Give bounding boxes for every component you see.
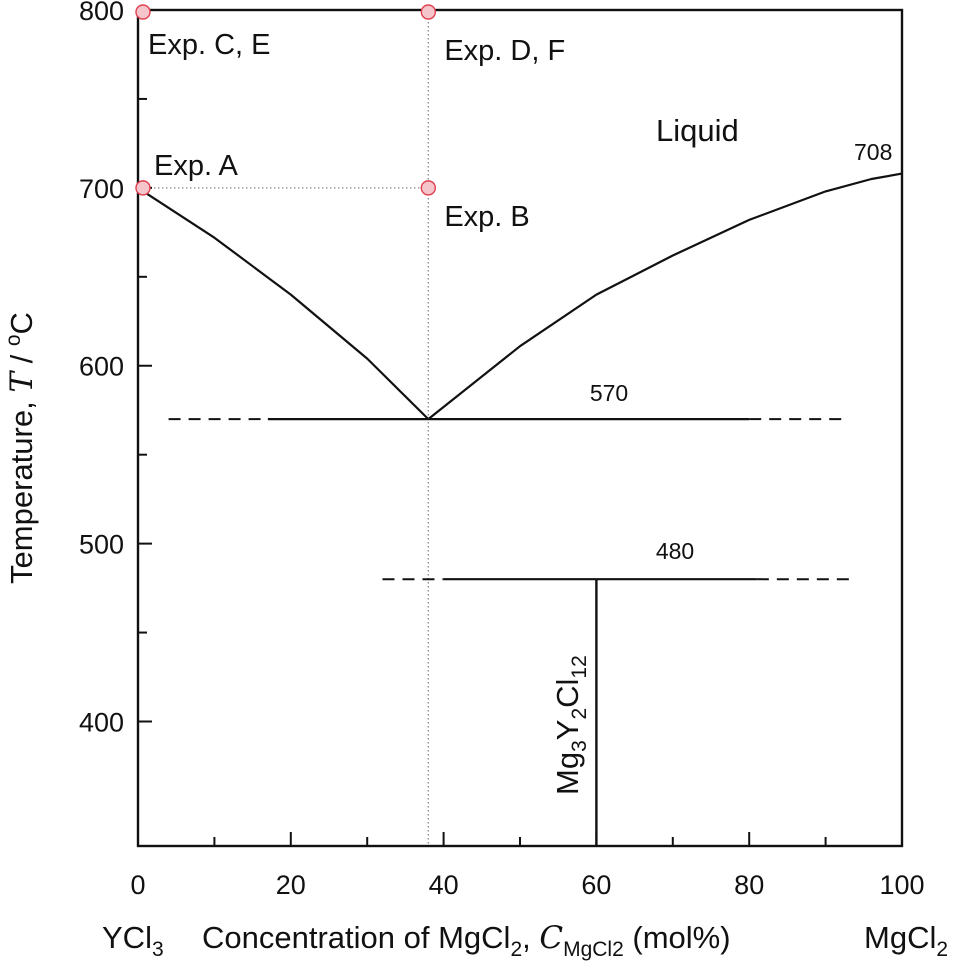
- y-axis-label-degree: o: [2, 334, 25, 346]
- x-right-end-text: MgCl: [864, 920, 936, 955]
- compound-subscript: 3: [568, 740, 591, 752]
- experiment-label: Exp. D, F: [444, 35, 565, 67]
- experiment-label: Exp. A: [154, 150, 238, 182]
- x-left-end-sub: 3: [152, 938, 164, 961]
- compound-element: Mg: [550, 752, 585, 795]
- x-tick-label: 60: [581, 870, 611, 900]
- x-axis-label-sub: 2: [510, 938, 522, 961]
- x-axis-label-units: (mol%): [624, 920, 731, 955]
- y-axis-label-main: Temperature,: [4, 393, 39, 584]
- compound-element: Y: [550, 720, 585, 741]
- melting-point-label: 708: [854, 139, 892, 165]
- y-tick-label: 600: [79, 352, 124, 382]
- x-axis-right-end-label: MgCl2: [864, 920, 948, 961]
- liquidus-right-curve: [427, 172, 903, 420]
- compound-subscript: 2: [568, 708, 591, 720]
- experiment-marker: [420, 180, 437, 196]
- compound-element: Cl: [550, 679, 585, 708]
- chart-labels: 0 20 40 60 80 100 400 500 600 700 800 Exp. A Exp. B E…: [2, 0, 948, 961]
- experiment-marker: [420, 4, 437, 20]
- x-axis-label-sep: ,: [522, 920, 539, 955]
- peritectic-temp-label: 480: [656, 538, 694, 564]
- x-right-end-sub: 2: [936, 938, 948, 961]
- y-tick-label: 700: [79, 174, 124, 204]
- x-tick-label: 100: [879, 870, 924, 900]
- y-axis-label-symbol: T: [4, 370, 40, 393]
- y-axis-label: Temperature, T / oC: [2, 312, 40, 584]
- region-label-liquid: Liquid: [656, 113, 739, 148]
- y-tick-label: 800: [79, 0, 124, 26]
- x-axis-label-symbol-sub: MgCl2: [563, 938, 624, 961]
- compound-label: Mg3​Y2​Cl12​: [550, 655, 591, 795]
- experiment-label: Exp. C, E: [148, 29, 271, 61]
- compound-subscript: 12: [568, 655, 591, 678]
- x-tick-label: 0: [130, 870, 145, 900]
- x-tick-label: 20: [276, 870, 306, 900]
- eutectic-temp-label: 570: [590, 380, 628, 406]
- plot-frame: [136, 8, 904, 848]
- experiment-label: Exp. B: [444, 201, 529, 233]
- x-tick-label: 80: [734, 870, 764, 900]
- y-axis-label-sep: /: [4, 346, 39, 372]
- experiment-marker: [135, 4, 151, 20]
- y-axis-label-unit: C: [4, 312, 39, 334]
- x-axis-label-main: Concentration of MgCl: [202, 920, 510, 955]
- y-tick-label: 500: [79, 530, 124, 560]
- x-left-end-text: YCl: [102, 920, 152, 955]
- y-tick-label: 400: [79, 707, 124, 737]
- x-axis-label: Concentration of MgCl2, CMgCl2 (mol%): [202, 920, 731, 961]
- x-tick-label: 40: [429, 870, 459, 900]
- x-axis-left-end-label: YCl3: [102, 920, 164, 961]
- plot-area: [135, 4, 904, 848]
- experiment-marker: [135, 180, 151, 196]
- liquidus-left-curve: [137, 186, 430, 420]
- x-axis-label-symbol: C: [539, 920, 563, 956]
